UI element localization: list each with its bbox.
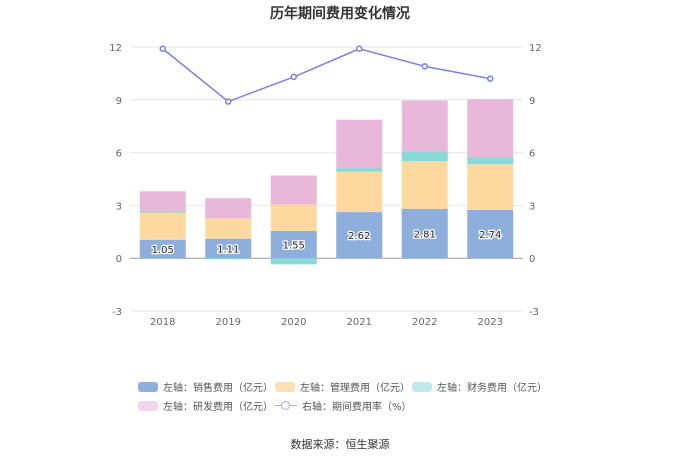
left-axis-tick-label: 9 bbox=[116, 96, 122, 107]
bar-segment-series-3 bbox=[270, 175, 317, 205]
x-axis-tick-label: 2020 bbox=[281, 317, 306, 328]
legend-label-finance: 左轴：财务费用（亿元） bbox=[437, 383, 547, 394]
x-axis-tick-label: 2018 bbox=[150, 317, 175, 328]
left-axis-tick-label: 0 bbox=[116, 254, 122, 265]
legend-swatch-expense-rate bbox=[275, 400, 297, 411]
bar-segment-series-2 bbox=[270, 258, 317, 265]
right-axis-tick-label: 0 bbox=[529, 254, 535, 265]
legend-item-rnd[interactable]: 左轴：研发费用（亿元） bbox=[138, 398, 273, 413]
bar-segment-series-3 bbox=[401, 100, 448, 152]
bar-segment-series-1 bbox=[139, 212, 186, 240]
bar-segment-series-0 bbox=[467, 209, 514, 259]
legend-swatch-finance bbox=[412, 381, 432, 392]
bar-data-label: 1.11 bbox=[217, 244, 239, 255]
right-axis-tick-label: -3 bbox=[529, 307, 539, 318]
legend-label-rnd: 左轴：研发费用（亿元） bbox=[163, 402, 273, 413]
x-axis-tick-label: 2019 bbox=[216, 317, 241, 328]
bar-data-label: 2.81 bbox=[414, 229, 436, 240]
legend-swatch-admin bbox=[275, 381, 295, 392]
right-axis-tick-label: 9 bbox=[529, 96, 535, 107]
bar-segment-series-1 bbox=[401, 161, 448, 209]
legend-label-admin: 左轴：管理费用（亿元） bbox=[300, 383, 410, 394]
legend-swatch-sales bbox=[138, 381, 158, 392]
left-axis-tick-label: 3 bbox=[116, 201, 122, 212]
expense-rate-point bbox=[356, 45, 363, 53]
left-axis-tick-label: 6 bbox=[116, 149, 122, 160]
right-axis-tick-label: 12 bbox=[529, 43, 542, 54]
bar-segment-series-3 bbox=[336, 119, 383, 169]
bar-segment-series-0 bbox=[205, 238, 252, 259]
expense-rate-point bbox=[290, 73, 297, 81]
bar-segment-series-2 bbox=[336, 168, 383, 172]
legend-item-finance[interactable]: 左轴：财务费用（亿元） bbox=[412, 379, 547, 394]
bar-segment-series-0 bbox=[270, 230, 317, 259]
expense-rate-point bbox=[421, 63, 428, 70]
bar-segment-series-2 bbox=[401, 151, 448, 162]
bar-data-label: 1.05 bbox=[152, 245, 174, 256]
bar-segment-series-3 bbox=[139, 191, 186, 211]
chart-title: 历年期间费用变化情况 bbox=[270, 6, 410, 22]
bar-data-label: 2.62 bbox=[348, 231, 370, 242]
x-axis-tick-label: 2021 bbox=[347, 317, 372, 328]
bar-segment-series-3 bbox=[467, 99, 514, 158]
legend-item-admin[interactable]: 左轴：管理费用（亿元） bbox=[275, 379, 410, 394]
bar-segment-series-2 bbox=[139, 210, 186, 213]
right-axis-tick-label: 6 bbox=[529, 149, 535, 160]
bar-segment-series-1 bbox=[205, 218, 252, 239]
bar-segment-series-2 bbox=[205, 258, 252, 260]
bar-data-label: 1.55 bbox=[283, 241, 305, 252]
legend-label-sales: 左轴：销售费用（亿元） bbox=[163, 383, 273, 394]
bar-segment-series-0 bbox=[401, 208, 448, 259]
bar-segment-series-0 bbox=[336, 212, 383, 259]
right-axis-tick-label: 3 bbox=[529, 201, 535, 212]
legend-swatch-rnd bbox=[138, 400, 158, 411]
legend-label-expense-rate: 右轴：期间费用率（%） bbox=[302, 402, 412, 413]
legend-item-expense-rate[interactable]: 右轴：期间费用率（%） bbox=[275, 398, 412, 413]
expense-rate-point bbox=[159, 45, 166, 53]
data-source: 数据来源：恒生聚源 bbox=[290, 438, 390, 451]
expense-rate-line bbox=[162, 47, 491, 103]
bar-segment-series-2 bbox=[467, 157, 514, 165]
bar-segment-series-3 bbox=[205, 198, 252, 219]
bar-segment-series-1 bbox=[270, 204, 317, 231]
left-axis-tick-label: 12 bbox=[109, 43, 122, 54]
bar-segment-series-1 bbox=[336, 171, 383, 213]
x-axis-tick-label: 2022 bbox=[412, 317, 437, 328]
expense-rate-point bbox=[487, 75, 494, 82]
x-axis-tick-label: 2023 bbox=[478, 317, 503, 328]
bar-segment-series-0 bbox=[139, 239, 186, 259]
left-axis-tick-label: -3 bbox=[112, 307, 122, 318]
bar-data-label: 2.74 bbox=[479, 230, 501, 241]
expense-rate-point bbox=[225, 98, 232, 105]
bar-segment-series-1 bbox=[467, 164, 514, 210]
legend-item-sales[interactable]: 左轴：销售费用（亿元） bbox=[138, 379, 273, 394]
